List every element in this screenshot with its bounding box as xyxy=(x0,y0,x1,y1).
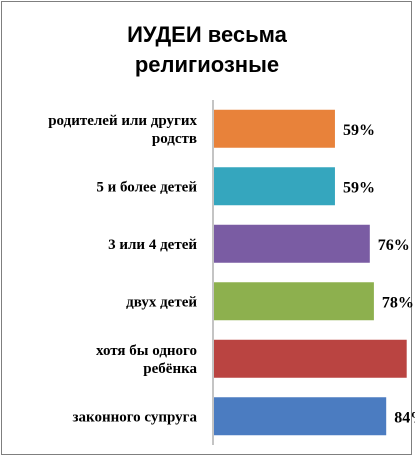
category-label: 5 и более детей xyxy=(96,179,197,195)
category-label: 3 или 4 детей xyxy=(108,237,197,253)
bar xyxy=(214,282,374,321)
chart-title-line: ИУДЕИ весьма xyxy=(127,22,288,47)
value-label: 59% xyxy=(343,179,375,196)
value-labels: 59%59%76%78%94%84% xyxy=(343,122,415,427)
category-labels: родителей или других родств 5 и более дете… xyxy=(48,113,197,426)
category-label: родителей или других xyxy=(48,113,197,129)
bar xyxy=(214,339,407,378)
value-label: 76% xyxy=(378,237,410,254)
bars-group xyxy=(214,109,407,436)
category-label: законного супруга xyxy=(72,409,197,425)
category-label: двух детей xyxy=(126,294,197,310)
category-label: ребёнка xyxy=(143,361,197,377)
chart-title: ИУДЕИ весьма религиозные xyxy=(127,22,288,77)
value-label: 84% xyxy=(394,409,415,426)
value-label: 78% xyxy=(382,294,414,311)
category-label: хотя бы одного xyxy=(96,343,197,359)
bar xyxy=(214,224,370,263)
value-label: 59% xyxy=(343,122,375,139)
chart-title-line: религиозные xyxy=(135,52,279,77)
category-label: родств xyxy=(152,131,197,147)
bar xyxy=(214,167,335,206)
bar xyxy=(214,397,387,436)
bar xyxy=(214,109,335,148)
